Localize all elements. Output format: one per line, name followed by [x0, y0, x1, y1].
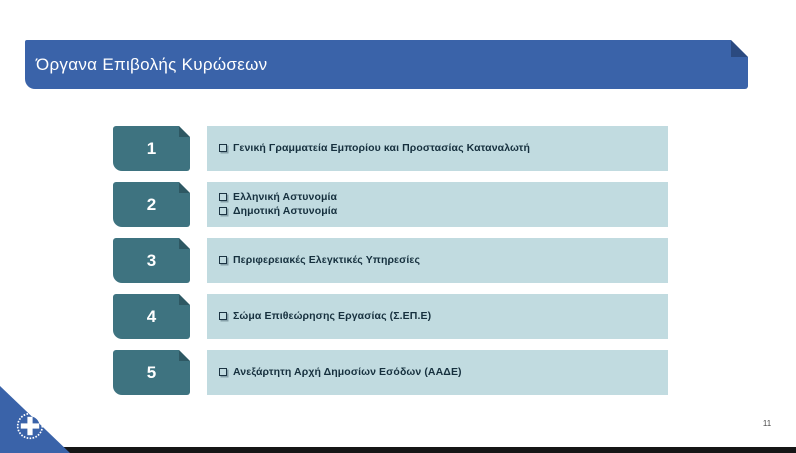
row-content-box: Ελληνική Αστυνομία Δημοτική Αστυνομία	[207, 182, 668, 227]
footer-bar	[40, 447, 796, 453]
list-row: 5 Ανεξάρτητη Αρχή Δημοσίων Εσόδων (ΑΑΔΕ)	[0, 350, 796, 395]
bullet-line: Ελληνική Αστυνομία	[219, 192, 668, 203]
badge-fold-corner-icon	[179, 350, 190, 361]
banner-fold-corner-icon	[731, 40, 748, 57]
page-number: 11	[762, 419, 772, 428]
bullet-text: Σώμα Επιθεώρησης Εργασίας (Σ.ΕΠ.Ε)	[233, 310, 432, 322]
row-number-badge: 4	[113, 294, 190, 339]
page-title: Όργανα Επιβολής Κυρώσεων	[36, 54, 268, 74]
row-content-box: Σώμα Επιθεώρησης Εργασίας (Σ.ΕΠ.Ε)	[207, 294, 668, 339]
badge-fold-corner-icon	[179, 294, 190, 305]
row-content-box: Γενική Γραμματεία Εμπορίου και Προστασία…	[207, 126, 668, 171]
bullet-text: Ελληνική Αστυνομία	[233, 191, 338, 203]
square-bullet-icon	[219, 193, 227, 201]
bullet-line: Γενική Γραμματεία Εμπορίου και Προστασία…	[219, 143, 668, 154]
badge-fold-corner-icon	[179, 182, 190, 193]
row-number-badge: 1	[113, 126, 190, 171]
title-banner: Όργανα Επιβολής Κυρώσεων	[25, 40, 748, 89]
list-row: 3 Περιφερειακές Ελεγκτικές Υπηρεσίες	[0, 238, 796, 283]
list-row: 1 Γενική Γραμματεία Εμπορίου και Προστασ…	[0, 126, 796, 171]
bullet-text: Δημοτική Αστυνομία	[233, 205, 338, 217]
badge-fold-corner-icon	[179, 126, 190, 137]
row-number: 4	[146, 306, 157, 326]
bullet-text: Περιφερειακές Ελεγκτικές Υπηρεσίες	[233, 254, 421, 266]
bullet-line: Περιφερειακές Ελεγκτικές Υπηρεσίες	[219, 255, 668, 266]
row-content-box: Ανεξάρτητη Αρχή Δημοσίων Εσόδων (ΑΑΔΕ)	[207, 350, 668, 395]
row-number: 2	[146, 194, 157, 214]
row-number-badge: 3	[113, 238, 190, 283]
list-row: 4 Σώμα Επιθεώρησης Εργασίας (Σ.ΕΠ.Ε)	[0, 294, 796, 339]
bullet-line: Σώμα Επιθεώρησης Εργασίας (Σ.ΕΠ.Ε)	[219, 311, 668, 322]
row-number: 5	[146, 362, 157, 382]
square-bullet-icon	[219, 207, 227, 215]
badge-fold-corner-icon	[179, 238, 190, 249]
bullet-text: Γενική Γραμματεία Εμπορίου και Προστασία…	[233, 142, 530, 154]
list-row: 2 Ελληνική Αστυνομία Δημοτική Αστυνομία	[0, 182, 796, 227]
bullet-text: Ανεξάρτητη Αρχή Δημοσίων Εσόδων (ΑΑΔΕ)	[233, 366, 462, 378]
square-bullet-icon	[219, 256, 227, 264]
bullet-line: Ανεξάρτητη Αρχή Δημοσίων Εσόδων (ΑΑΔΕ)	[219, 367, 668, 378]
greek-government-emblem-icon	[16, 412, 44, 440]
row-content-box: Περιφερειακές Ελεγκτικές Υπηρεσίες	[207, 238, 668, 283]
row-number: 3	[146, 250, 157, 270]
row-number-badge: 5	[113, 350, 190, 395]
row-number: 1	[146, 138, 157, 158]
square-bullet-icon	[219, 368, 227, 376]
bullet-line: Δημοτική Αστυνομία	[219, 206, 668, 217]
row-number-badge: 2	[113, 182, 190, 227]
square-bullet-icon	[219, 312, 227, 320]
square-bullet-icon	[219, 144, 227, 152]
